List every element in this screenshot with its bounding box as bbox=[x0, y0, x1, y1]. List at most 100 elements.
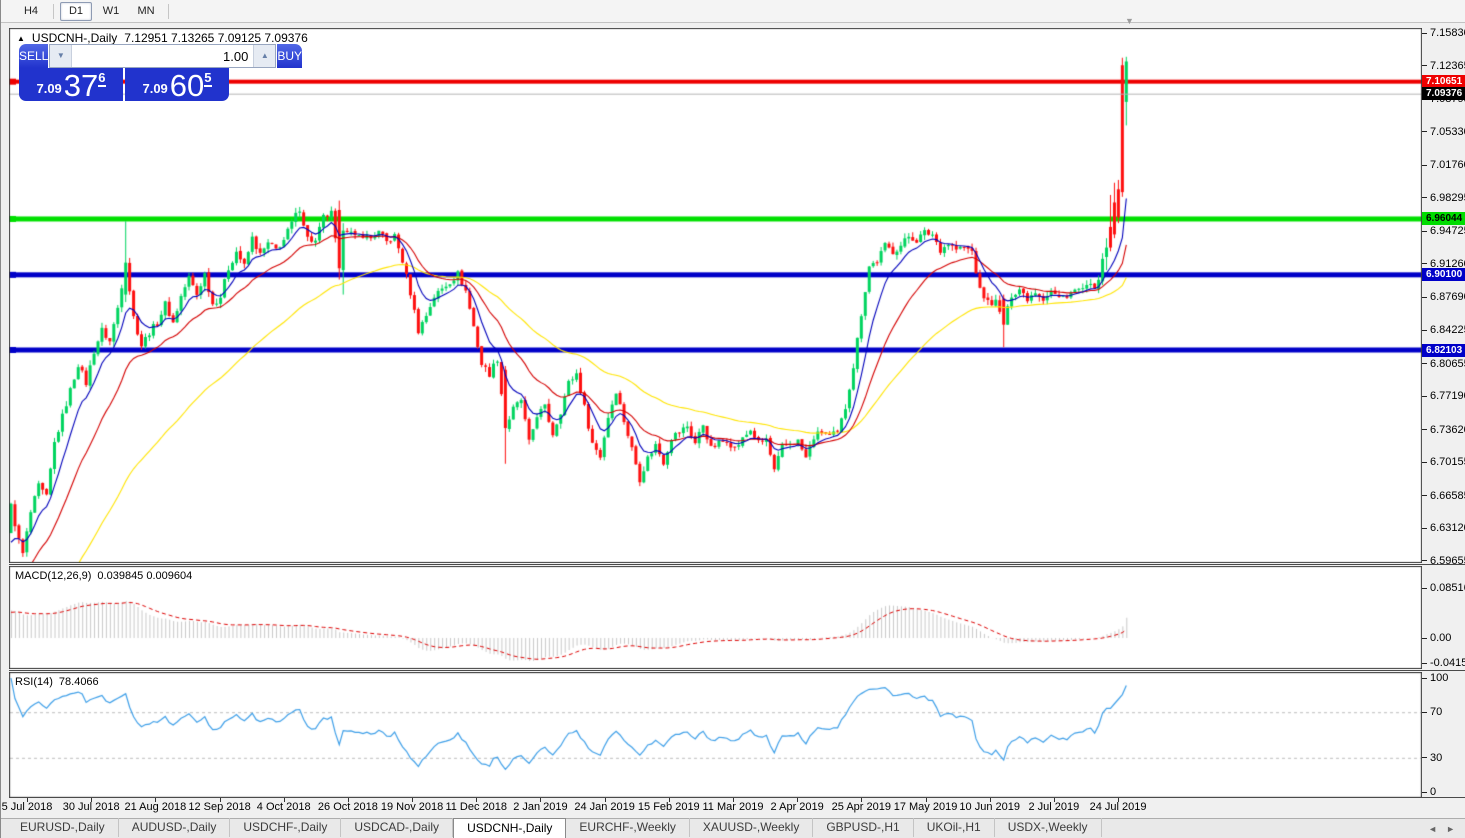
price-chart-canvas[interactable] bbox=[9, 28, 1422, 563]
tab-eurchf-weekly[interactable]: EURCHF-,Weekly bbox=[566, 818, 690, 837]
rsi-axis-tick: 30 bbox=[1422, 752, 1442, 764]
date-axis-label: 24 Jan 2019 bbox=[574, 801, 635, 813]
tick-dash bbox=[1422, 197, 1427, 199]
tick-dash bbox=[1422, 757, 1427, 759]
volume-input[interactable] bbox=[72, 45, 254, 67]
tab-xauusd-weekly[interactable]: XAUUSD-,Weekly bbox=[690, 818, 814, 837]
tick-label: 7.15830 bbox=[1430, 27, 1465, 39]
volume-stepper: ▼ ▲ bbox=[49, 44, 277, 68]
ask-price-big: 60 bbox=[169, 68, 205, 103]
price-axis-tick: 6.66585 bbox=[1422, 490, 1465, 502]
toolbar-separator bbox=[53, 3, 54, 19]
tick-dash bbox=[1422, 587, 1427, 589]
ask-price-prefix: 7.09 bbox=[142, 81, 168, 96]
tick-label: 6.80655 bbox=[1430, 357, 1465, 370]
tab-scroll-left-icon[interactable]: ◄ bbox=[1428, 823, 1438, 834]
tick-label: 0.085164 bbox=[1430, 582, 1465, 594]
price-badge: 6.90100 bbox=[1422, 268, 1465, 282]
tab-usdcnh-daily[interactable]: USDCNH-,Daily bbox=[453, 818, 567, 838]
tab-usdx-weekly[interactable]: USDX-,Weekly bbox=[995, 818, 1102, 837]
date-axis-label: 30 Jul 2018 bbox=[62, 801, 120, 813]
price-axis-tick: 6.63120 bbox=[1422, 522, 1465, 535]
macd-indicator-canvas[interactable] bbox=[9, 566, 1422, 669]
date-axis-tick bbox=[219, 798, 221, 802]
tick-dash bbox=[1422, 662, 1427, 664]
tick-dash bbox=[1422, 164, 1427, 166]
price-axis-tick: 6.98295 bbox=[1422, 191, 1465, 204]
tab-usdchf-daily[interactable]: USDCHF-,Daily bbox=[230, 818, 342, 837]
tick-dash bbox=[1422, 527, 1427, 529]
price-axis-tick: 6.70155 bbox=[1422, 456, 1465, 468]
timeframe-button-W1[interactable]: W1 bbox=[102, 4, 120, 17]
date-axis-label: 26 Oct 2018 bbox=[317, 801, 378, 813]
price-axis-tick: 7.05330 bbox=[1422, 126, 1465, 138]
price-axis-tick: 7.01760 bbox=[1422, 159, 1465, 171]
tab-usdcad-daily[interactable]: USDCAD-,Daily bbox=[341, 818, 454, 837]
sell-button[interactable]: SELL bbox=[19, 44, 49, 68]
tick-dash bbox=[1422, 711, 1427, 713]
ask-price-panel[interactable]: 7.09 60 5 bbox=[125, 68, 229, 101]
date-axis-tick bbox=[861, 798, 863, 802]
tick-dash bbox=[1422, 65, 1427, 67]
panel-separator bbox=[9, 797, 1465, 798]
price-badge: 6.96044 bbox=[1422, 212, 1465, 226]
tick-dash bbox=[1422, 296, 1427, 298]
price-axis-tick: 6.59655 bbox=[1422, 554, 1465, 567]
tick-label: 6.87690 bbox=[1430, 291, 1465, 304]
price-axis-tick: 7.15830 bbox=[1422, 27, 1465, 39]
rsi-axis-tick: 100 bbox=[1422, 672, 1448, 684]
tick-label: 0 bbox=[1430, 786, 1437, 798]
tick-label: 7.12365 bbox=[1430, 59, 1465, 72]
date-axis-tick bbox=[1118, 798, 1120, 802]
date-axis-tick bbox=[155, 798, 157, 802]
date-axis-label: 12 Sep 2018 bbox=[188, 801, 251, 813]
tab-scroll-right-icon[interactable]: ► bbox=[1446, 823, 1455, 834]
price-axis-tick: 6.73620 bbox=[1422, 423, 1465, 436]
tick-label: -0.041597 bbox=[1430, 657, 1465, 669]
tick-label: 6.59655 bbox=[1430, 554, 1465, 567]
date-axis-tick bbox=[668, 798, 670, 802]
collapse-icon[interactable]: ▲ bbox=[17, 33, 25, 43]
tick-label: 6.94725 bbox=[1430, 225, 1465, 238]
tab-audusd-daily[interactable]: AUDUSD-,Daily bbox=[119, 818, 231, 837]
tick-dash bbox=[1422, 495, 1427, 497]
bid-price-big: 37 bbox=[63, 68, 99, 103]
price-axis-tick: 7.12365 bbox=[1422, 59, 1465, 72]
price-axis-tick: 6.84225 bbox=[1422, 324, 1465, 336]
date-axis-label: 2 Jan 2019 bbox=[513, 801, 568, 813]
panel-separator[interactable] bbox=[9, 564, 1465, 565]
tab-eurusd-daily[interactable]: EURUSD-,Daily bbox=[7, 818, 119, 837]
timeframe-button-D1[interactable]: D1 bbox=[60, 1, 92, 21]
chart-shift-marker-icon[interactable]: ▼ bbox=[1125, 16, 1134, 26]
date-axis-label: 25 Apr 2019 bbox=[831, 801, 891, 813]
bid-price-panel[interactable]: 7.09 37 6 bbox=[19, 68, 123, 101]
date-axis-tick bbox=[540, 798, 542, 802]
date-axis-label: 24 Jul 2019 bbox=[1089, 801, 1147, 813]
volume-increase-button[interactable]: ▲ bbox=[253, 45, 276, 67]
macd-label: MACD(12,26,9) bbox=[15, 570, 92, 582]
timeframe-button-MN[interactable]: MN bbox=[137, 4, 155, 17]
date-axis-label: 17 May 2019 bbox=[893, 801, 958, 813]
volume-decrease-button[interactable]: ▼ bbox=[50, 45, 73, 67]
price-badge: 7.09376 bbox=[1422, 87, 1465, 101]
tab-ukoil-h1[interactable]: UKOil-,H1 bbox=[914, 818, 995, 837]
tick-dash bbox=[1422, 263, 1427, 265]
macd-axis-tick: -0.041597 bbox=[1422, 657, 1465, 669]
date-axis-tick bbox=[476, 798, 478, 802]
tick-dash bbox=[1422, 32, 1427, 34]
price-axis-tick: 6.91260 bbox=[1422, 258, 1465, 270]
tick-label: 6.63120 bbox=[1430, 522, 1465, 535]
date-axis-label: 11 Dec 2018 bbox=[445, 801, 508, 813]
date-axis-label: 15 Feb 2019 bbox=[637, 801, 700, 813]
rsi-indicator-canvas[interactable] bbox=[9, 672, 1422, 798]
tab-gbpusd-h1[interactable]: GBPUSD-,H1 bbox=[813, 818, 914, 837]
buy-button[interactable]: BUY bbox=[277, 44, 303, 68]
chart-title: ▲ USDCNH-,Daily 7.12951 7.13265 7.09125 … bbox=[17, 31, 308, 45]
tick-label: 6.98295 bbox=[1430, 191, 1465, 204]
one-click-trading-panel: SELL ▼ ▲ BUY 7.09 37 6 7.09 60 5 bbox=[19, 44, 303, 101]
rsi-axis-tick: 70 bbox=[1422, 706, 1442, 718]
tick-label: 6.73620 bbox=[1430, 423, 1465, 436]
timeframe-button-H4[interactable]: H4 bbox=[23, 4, 39, 17]
rsi-value: 78.4066 bbox=[58, 676, 99, 688]
panel-separator[interactable] bbox=[9, 670, 1465, 671]
